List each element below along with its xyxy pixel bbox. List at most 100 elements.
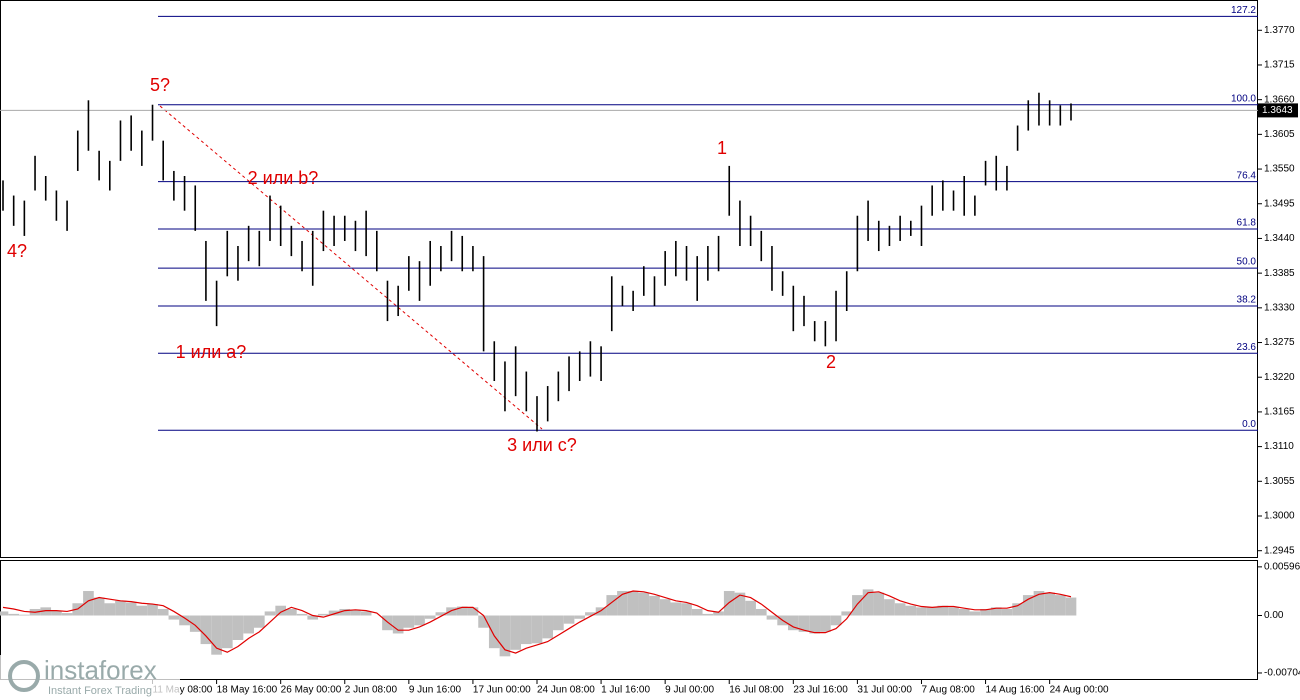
macd-bar <box>766 615 778 620</box>
macd-bar <box>820 615 831 632</box>
x-tick-label: 7 Aug 08:00 <box>921 685 975 696</box>
macd-bar <box>232 615 244 640</box>
macd-bar <box>659 599 671 616</box>
macd-bar <box>115 600 126 616</box>
y-tick-label: 1.3440 <box>1264 233 1295 244</box>
fib-label: 38.2 <box>1237 295 1257 306</box>
macd-bar <box>916 607 927 616</box>
x-tick-label: 24 Aug 00:00 <box>1050 685 1109 696</box>
macd-bar <box>478 615 489 628</box>
y-tick-label: 1.3165 <box>1264 407 1295 418</box>
x-tick-label: 18 May 16:00 <box>217 685 278 696</box>
fib-label: 100.0 <box>1231 93 1256 104</box>
y-tick-label: 1.3550 <box>1264 164 1295 175</box>
y-tick-label: 1.3715 <box>1264 60 1295 71</box>
macd-bar <box>83 591 94 616</box>
macd-bar <box>702 613 714 616</box>
macd-bar <box>937 605 949 616</box>
current-price-box <box>1258 103 1298 118</box>
macd-bar <box>157 608 169 616</box>
watermark-brand: instaforex <box>44 655 157 685</box>
x-tick-label: 1 Jul 16:00 <box>601 685 650 696</box>
macd-bar <box>424 615 436 619</box>
macd-bar <box>926 607 938 616</box>
fib-label: 61.8 <box>1237 218 1257 229</box>
macd-bar <box>382 615 393 631</box>
macd-bar <box>1001 608 1013 616</box>
macd-bar <box>755 608 767 616</box>
y-tick-label: 1.3275 <box>1264 337 1295 348</box>
macd-bar <box>627 591 639 616</box>
macd-bar <box>467 607 479 616</box>
macd-bar <box>488 615 500 649</box>
y-tick-label: 1.3000 <box>1264 511 1295 522</box>
macd-panel-frame <box>0 560 1258 680</box>
y-tick-label: 1.3055 <box>1264 476 1295 487</box>
macd-bar <box>0 611 9 616</box>
x-tick-label: 17 Jun 00:00 <box>473 685 531 696</box>
macd-bar <box>275 605 287 616</box>
macd-bar <box>296 613 308 616</box>
macd-bar <box>723 591 735 616</box>
macd-bar <box>328 610 340 616</box>
macd-bar <box>93 597 105 616</box>
macd-bar <box>638 592 650 616</box>
macd-bar <box>563 615 575 624</box>
y-tick-label: 1.3660 <box>1264 94 1295 105</box>
x-tick-label: 26 May 00:00 <box>281 685 342 696</box>
macd-bar <box>499 615 511 657</box>
macd-bar <box>104 603 116 616</box>
x-tick-label: 2 Jun 08:00 <box>345 685 398 696</box>
x-tick-label: 14 Aug 16:00 <box>986 685 1045 696</box>
macd-bar <box>318 613 329 616</box>
macd-bar <box>403 615 415 628</box>
macd-bar <box>211 615 222 655</box>
current-price-label: 1.3643 <box>1262 105 1293 116</box>
x-tick-label: 9 Jun 16:00 <box>409 685 462 696</box>
fib-label: 127.2 <box>1231 5 1256 16</box>
macd-bar <box>125 602 137 616</box>
macd-bar <box>681 603 692 616</box>
macd-bar <box>446 607 457 616</box>
y-tick-label: 1.3495 <box>1264 198 1295 209</box>
macd-bar <box>585 612 596 616</box>
macd-bar <box>884 599 895 616</box>
wave-label: 1 <box>717 138 727 158</box>
macd-bar <box>1054 595 1066 616</box>
y-tick-label: 1.3220 <box>1264 372 1295 383</box>
y-tick-label: 1.3110 <box>1264 441 1294 452</box>
macd-bar <box>830 615 842 626</box>
macd-bar <box>200 615 212 645</box>
macd-bar <box>264 611 276 616</box>
y-tick-label: 1.3330 <box>1264 302 1295 313</box>
wave-trendline <box>159 105 543 430</box>
macd-bar <box>670 602 682 616</box>
macd-bar <box>553 615 564 631</box>
macd-bar <box>221 615 233 649</box>
macd-bar <box>1033 591 1045 616</box>
macd-bar <box>8 613 20 616</box>
macd-bar <box>787 615 799 631</box>
macd-bar <box>958 608 970 616</box>
y-tick-label: 1.2945 <box>1264 545 1295 556</box>
macd-bar <box>392 615 404 634</box>
macd-bar <box>894 603 906 616</box>
watermark: instaforex Instant Forex Trading <box>0 655 180 700</box>
macd-bar <box>734 592 746 616</box>
macd-bar <box>40 607 52 616</box>
fib-label: 23.6 <box>1237 342 1257 353</box>
macd-bar <box>574 615 586 619</box>
y-tick-label: 1.3770 <box>1264 25 1295 36</box>
watermark-icon <box>8 660 40 692</box>
macd-bar <box>339 608 351 616</box>
macd-bar <box>243 615 254 634</box>
macd-bar <box>136 605 148 616</box>
x-tick-label: 31 Jul 00:00 <box>857 685 912 696</box>
macd-bar <box>980 608 991 616</box>
macd-bar <box>189 615 201 632</box>
macd-bar <box>969 611 981 616</box>
wave-label: 2 или b? <box>248 168 319 188</box>
fib-label: 76.4 <box>1237 170 1257 181</box>
fib-label: 50.0 <box>1237 257 1257 268</box>
x-tick-label: 16 Jul 08:00 <box>729 685 784 696</box>
